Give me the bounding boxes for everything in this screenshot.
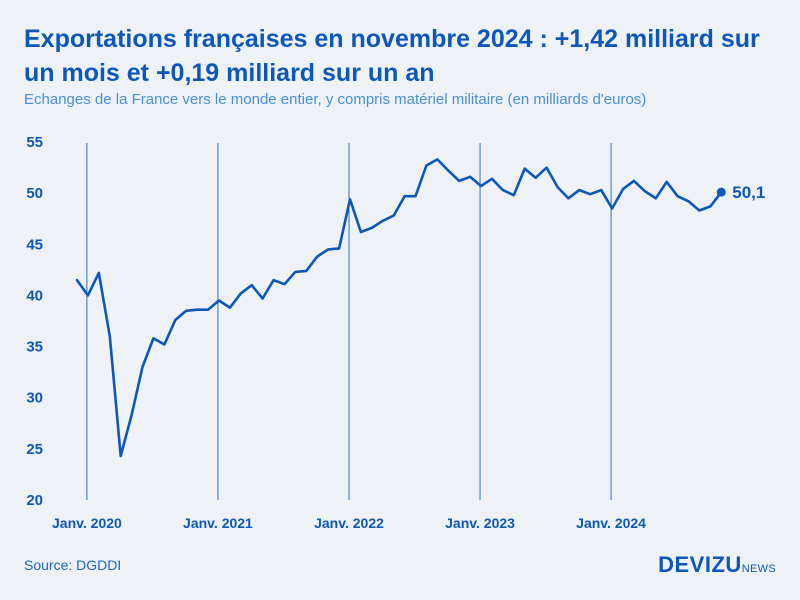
y-axis: 20 25 30 35 40 45 50 55	[26, 134, 43, 509]
x-tick-label: Janv. 2022	[314, 515, 384, 531]
logo-sub-text: NEWS	[741, 563, 776, 575]
y-tick-label: 50	[26, 185, 43, 202]
x-tick-label: Janv. 2023	[445, 515, 515, 531]
x-tick-label: Janv. 2021	[183, 515, 253, 531]
logo-main-text: DEVIZU	[658, 552, 742, 577]
y-tick-label: 35	[26, 339, 43, 356]
year-dividers	[86, 143, 612, 500]
series-group: 50,1	[75, 158, 765, 458]
last-value-label: 50,1	[732, 183, 765, 202]
y-tick-label: 30	[26, 390, 43, 407]
x-tick-label: Janv. 2020	[52, 515, 122, 531]
brand-logo: DEVIZUNEWS	[658, 552, 776, 578]
x-tick-label: Janv. 2024	[576, 515, 646, 531]
y-tick-label: 40	[26, 287, 43, 304]
source-note: Source: DGDDI	[24, 557, 122, 573]
y-tick-label: 45	[26, 236, 43, 253]
series-line-exportations	[75, 158, 723, 458]
x-axis: Janv. 2020 Janv. 2021 Janv. 2022 Janv. 2023…	[52, 515, 646, 531]
y-tick-label: 20	[26, 492, 43, 509]
y-tick-label: 25	[26, 441, 43, 458]
y-tick-label: 55	[26, 134, 43, 151]
chart-subtitle: Echanges de la France vers le monde enti…	[24, 91, 647, 108]
chart-title: Exportations françaises en novembre 2024…	[24, 25, 760, 87]
last-point-marker	[716, 187, 726, 197]
